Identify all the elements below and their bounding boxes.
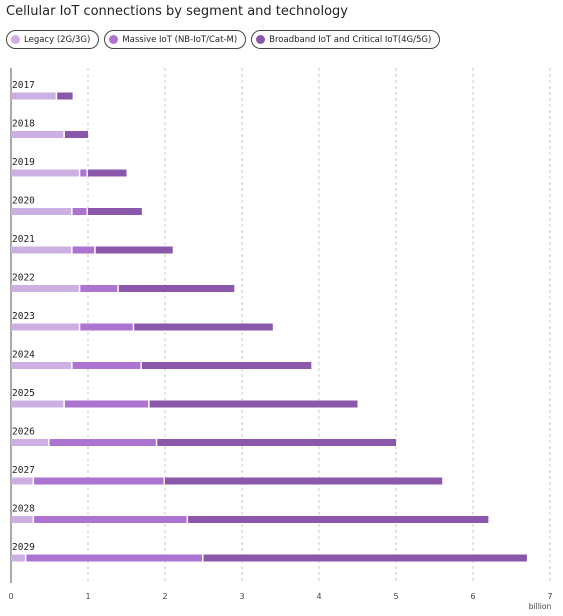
- legend-item-broadband-critical-iot[interactable]: Broadband IoT and Critical IoT(4G/5G): [251, 30, 441, 49]
- category-label-2029: 2029: [12, 542, 35, 553]
- bar-2024-series-3: [141, 362, 312, 369]
- x-tick-label-3: 3: [239, 592, 244, 601]
- bar-2020-series-2: [72, 208, 87, 215]
- bar-2019-series-2: [80, 169, 87, 177]
- legend-swatch-broadband-critical-iot: [256, 35, 266, 44]
- legend-swatch-legacy: [11, 35, 20, 44]
- x-tick-label-0: 0: [8, 592, 13, 601]
- bar-2019-series-3: [88, 169, 127, 177]
- bar-2025-series-1: [11, 400, 64, 408]
- bar-2026-series-3: [157, 439, 396, 446]
- bar-2028-series-3: [188, 516, 489, 523]
- bar-2028-series-2: [34, 516, 187, 523]
- bar-2029-series-2: [26, 554, 203, 562]
- bar-2018-series-1: [11, 131, 64, 138]
- bar-2021-series-1: [11, 246, 72, 254]
- bar-2022-series-3: [118, 285, 235, 292]
- x-tick-label-2: 2: [162, 592, 167, 601]
- category-label-2024: 2024: [12, 350, 35, 361]
- bar-2027-series-2: [34, 477, 164, 485]
- chart-legend: Legacy (2G/3G) Massive IoT (NB-IoT/Cat-M…: [6, 30, 441, 49]
- bar-2025-series-3: [149, 400, 358, 408]
- bar-2021-series-3: [95, 246, 173, 254]
- category-label-2022: 2022: [12, 273, 35, 284]
- legend-item-massive-iot[interactable]: Massive IoT (NB-IoT/Cat-M): [104, 30, 247, 49]
- bar-2028-series-1: [11, 516, 33, 523]
- bar-2024-series-1: [11, 362, 72, 369]
- bar-2029-series-1: [11, 554, 25, 562]
- bar-2024-series-2: [72, 362, 141, 369]
- x-tick-label-4: 4: [316, 592, 321, 601]
- bar-2025-series-2: [64, 400, 149, 408]
- legend-label-legacy: Legacy (2G/3G): [24, 34, 91, 45]
- bar-2026-series-1: [11, 439, 48, 446]
- legend-swatch-massive-iot: [109, 35, 119, 44]
- chart-title: Cellular IoT connections by segment and …: [6, 4, 348, 19]
- bar-2017-series-1: [11, 92, 56, 100]
- bar-2027-series-1: [11, 477, 33, 485]
- x-tick-label-1: 1: [85, 592, 90, 601]
- bar-2029-series-3: [203, 554, 527, 562]
- category-label-2017: 2017: [12, 80, 35, 91]
- bar-2017-series-3: [57, 92, 73, 100]
- bar-2023-series-3: [134, 323, 273, 331]
- category-label-2018: 2018: [12, 119, 35, 130]
- x-tick-label-6: 6: [470, 592, 475, 601]
- bar-2020-series-3: [88, 208, 142, 215]
- x-tick-label-7: 7: [547, 592, 552, 601]
- bar-2023-series-1: [11, 323, 79, 331]
- bar-2020-series-1: [11, 208, 72, 215]
- category-label-2020: 2020: [12, 196, 35, 207]
- legend-item-legacy[interactable]: Legacy (2G/3G): [6, 30, 100, 49]
- bar-2023-series-2: [80, 323, 133, 331]
- x-tick-label-5: 5: [393, 592, 398, 601]
- bar-2018-series-3: [64, 131, 88, 138]
- category-label-2025: 2025: [12, 388, 35, 399]
- legend-label-massive-iot: Massive IoT (NB-IoT/Cat-M): [122, 34, 238, 45]
- category-label-2019: 2019: [12, 157, 35, 168]
- category-label-2021: 2021: [12, 234, 35, 245]
- x-axis-unit-label: billion: [529, 602, 552, 611]
- category-label-2028: 2028: [12, 504, 35, 515]
- category-label-2023: 2023: [12, 311, 35, 322]
- category-label-2027: 2027: [12, 465, 35, 476]
- bar-2022-series-2: [80, 285, 118, 292]
- bar-2022-series-1: [11, 285, 79, 292]
- bar-2021-series-2: [72, 246, 95, 254]
- legend-label-broadband-critical-iot: Broadband IoT and Critical IoT(4G/5G): [269, 34, 432, 45]
- bar-2027-series-3: [165, 477, 443, 485]
- bar-2019-series-1: [11, 169, 79, 177]
- bar-2026-series-2: [49, 439, 156, 446]
- category-label-2026: 2026: [12, 427, 35, 438]
